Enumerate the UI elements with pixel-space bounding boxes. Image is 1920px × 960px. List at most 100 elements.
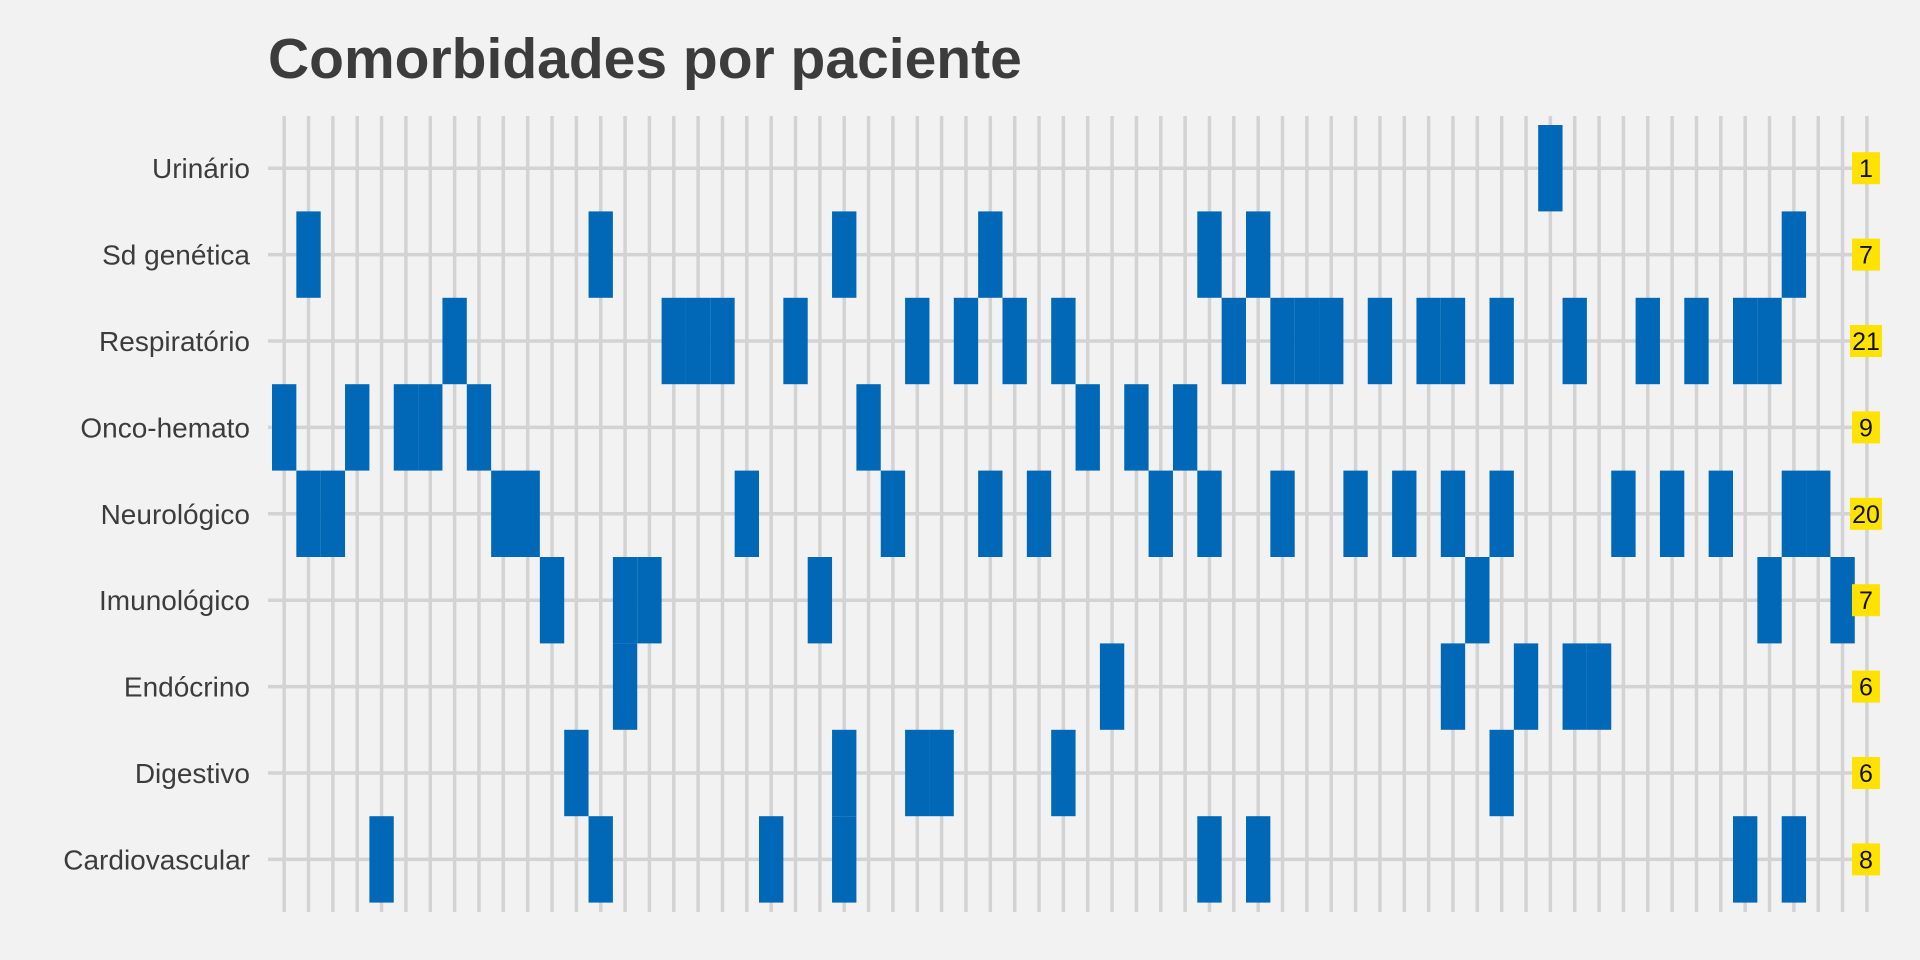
heatmap-cell [783,297,808,385]
heatmap-cell [515,470,540,557]
heatmap-cell [856,384,881,471]
heatmap-cell [1246,211,1271,298]
count-badge [1850,497,1882,530]
heatmap-cell [393,384,419,471]
category-label: Neurológico [101,499,250,530]
category-label: Imunológico [99,585,250,616]
heatmap-cell [710,297,735,385]
category-label: Respiratório [99,326,250,357]
heatmap-cell [1830,557,1855,644]
heatmap-cell [1002,297,1027,385]
heatmap-cell [1440,470,1466,557]
heatmap-cell [1733,297,1758,385]
heatmap-cell [832,729,857,817]
count-badge [1852,843,1880,876]
heatmap-cell [1635,297,1660,385]
heatmap-cell [1246,816,1271,903]
heatmap-cell [1781,211,1807,298]
heatmap-cell [1562,297,1587,385]
heatmap-cell [564,729,589,817]
heatmap-cell [637,557,662,644]
count-badge [1852,152,1880,185]
heatmap-cell [1197,470,1222,557]
heatmap-cell [588,816,613,903]
heatmap-cell [1440,297,1466,385]
count-label: 7 [1859,587,1873,615]
heatmap-cell [1197,211,1222,298]
heatmap-cell [978,470,1003,557]
heatmap-cell [832,816,857,903]
heatmap-cell [296,211,321,298]
category-label: Urinário [152,153,250,184]
count-label: 20 [1852,501,1880,529]
chart-title: Comorbidades por paciente [268,27,1022,91]
heatmap-cell [1489,729,1514,817]
count-label: 1 [1859,155,1873,183]
heatmap-cell [612,557,638,644]
heatmap-cell [1026,470,1052,557]
cells-layer [272,125,1855,903]
heatmap-cell [1367,297,1393,385]
heatmap-cell [1099,643,1125,730]
heatmap-cell [1051,729,1076,817]
heatmap-cell [1343,470,1368,557]
count-badge [1852,584,1880,617]
heatmap-cell [369,816,394,903]
count-label: 21 [1852,328,1880,356]
heatmap-cell [807,557,833,644]
heatmap-cell [588,211,613,298]
category-label: Endócrino [124,672,250,703]
heatmap-cell [1781,816,1807,903]
heatmap-cell [1733,816,1758,903]
count-badge [1852,238,1880,271]
heatmap-cell [1611,470,1636,557]
heatmap-cell [685,297,711,385]
heatmap-cell [832,211,857,298]
heatmap-cell [759,816,784,903]
heatmap-cell [1489,470,1514,557]
heatmap-cell [1757,297,1782,385]
heatmap-cell [1513,643,1539,730]
count-badge [1850,325,1882,357]
category-label: Sd genética [102,240,250,271]
category-labels: Urinário Sd genética Respiratório Onco-hema… [63,153,250,875]
heatmap-cell [978,211,1003,298]
heatmap-cell [661,297,686,385]
heatmap-cell [905,297,930,385]
heatmap-cell [880,470,906,557]
heatmap-cell [1440,643,1466,730]
heatmap-cell [1416,297,1441,385]
heatmap-cell [466,384,492,471]
heatmap-cell [1684,297,1709,385]
heatmap-cell [539,557,565,644]
heatmap-cell [1075,384,1100,471]
heatmap-cell [1708,470,1733,557]
count-label: 8 [1859,846,1873,874]
heatmap-cell [272,384,297,471]
heatmap-cell [929,729,954,817]
heatmap-cell [1148,470,1173,557]
count-badge [1852,411,1880,444]
heatmap-cell [1659,470,1685,557]
heatmap-cell [612,643,638,730]
heatmap-cell [1124,384,1149,471]
heatmap-cell [1757,557,1782,644]
heatmap-cell [345,384,370,471]
heatmap-cell [1270,470,1295,557]
heatmap-cell [1586,643,1612,730]
heatmap-cell [1392,470,1417,557]
heatmap-cell [1221,297,1246,385]
count-label: 6 [1859,674,1873,702]
category-label: Digestivo [135,758,250,789]
heatmap-cell [320,470,346,557]
heatmap-cell [1172,384,1198,471]
count-badge [1852,670,1880,703]
heatmap-cell [1465,557,1490,644]
heatmap-cell [1806,470,1831,557]
category-label: Onco-hemato [80,412,250,443]
heatmap-cell [491,470,516,557]
heatmap-cell [1538,125,1563,212]
category-label: Cardiovascular [63,844,250,875]
